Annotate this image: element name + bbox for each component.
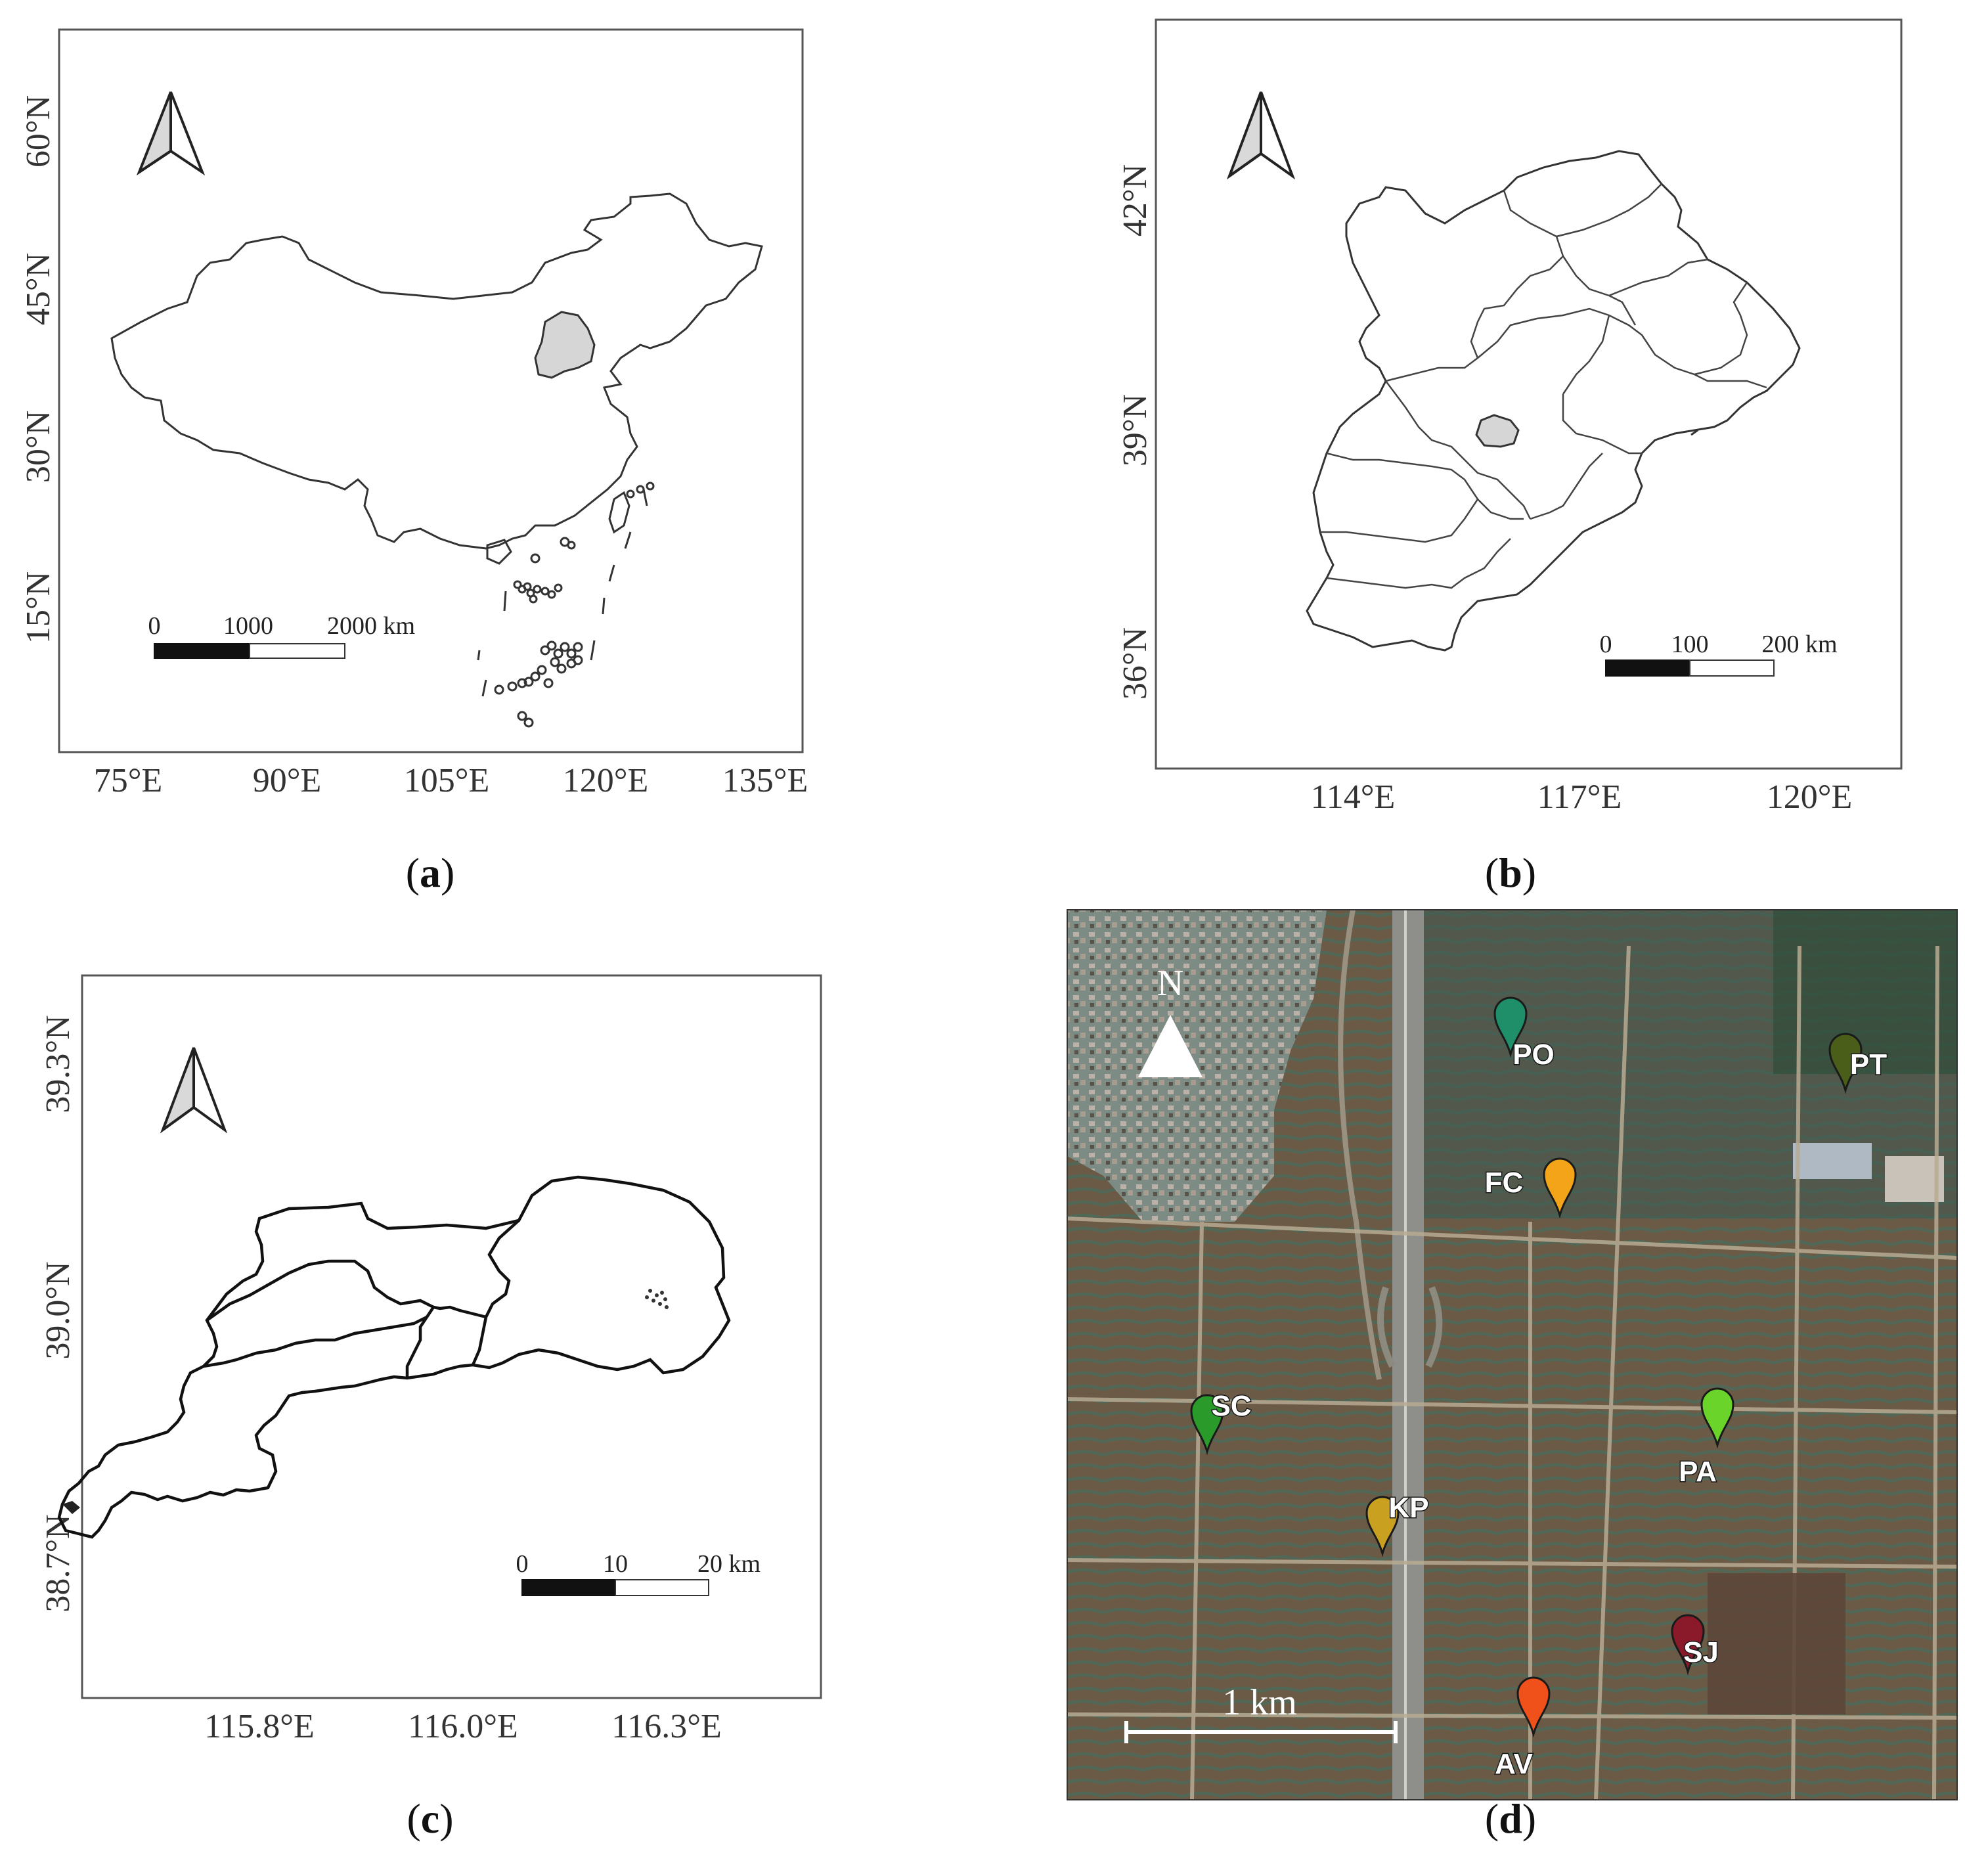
north-indicator: N [1138,963,1203,1077]
map-pin-icon [1493,996,1528,1058]
lat-tick: 38.7°N [39,1514,77,1612]
map-pin-icon [1516,1676,1551,1738]
hainan-outline [486,539,512,565]
lat-tick: 30°N [20,411,57,483]
panel-d: N 1 km PO PT FC SC PA KP SJ AV (d) [1067,909,1958,1842]
lat-tick: 39.3°N [39,1015,77,1113]
lon-tick: 116.0°E [408,1708,518,1745]
lat-tick: 42°N [1116,164,1154,236]
south-china-sea-islands [477,481,655,728]
panel-caption: (b) [1485,849,1536,896]
prefecture-boundaries [1320,183,1767,589]
panel-caption: (d) [1485,1795,1536,1842]
site-marker-sc: SC [1190,1389,1252,1456]
panel-a: 60°N 45°N 30°N 15°N 75°E 90°E 105°E 120°… [20,28,808,896]
panel-caption: (a) [406,849,455,896]
site-markers: PO PT FC SC PA KP SJ AV [1190,996,1888,1781]
scale-label: 1 km [1222,1682,1297,1723]
island-outline [1690,429,1698,436]
lat-tick: 60°N [20,95,57,168]
scale-bar: 1 km [1124,1682,1398,1743]
map-pin-icon [1828,1033,1863,1094]
lon-tick: 120°E [563,762,649,799]
lon-tick: 75°E [94,762,163,799]
north-label: N [1157,963,1183,1004]
country-outline [110,192,763,550]
lon-tick: 90°E [253,762,322,799]
scale-bar: 0 100 200 km [1600,631,1838,677]
hebei-highlight [534,311,596,379]
lat-tick: 15°N [20,571,57,644]
site-marker-av: AV [1494,1676,1551,1781]
north-arrow-icon [136,91,206,176]
north-arrow-icon [1138,1015,1203,1077]
satellite-frame [1067,909,1958,1800]
site-label: PT [1850,1048,1887,1081]
scale-label: 0 [148,612,161,640]
site-label: PA [1679,1456,1717,1488]
site-marker-kp: KP [1365,1491,1430,1557]
map-pin-icon [1365,1496,1400,1557]
north-arrow-icon [1226,91,1296,180]
map-frame [58,28,804,753]
scale-label: 2000 km [327,612,415,640]
county-enclave [62,1501,80,1514]
scale-label: 20 km [697,1550,761,1578]
map-pin-icon [1543,1157,1577,1219]
site-label: KP [1388,1492,1428,1524]
site-label: PO [1512,1038,1555,1071]
scale-label: 0 [516,1550,529,1578]
lon-tick: 114°E [1311,778,1396,816]
panel-caption: (c) [407,1795,453,1842]
lon-tick: 135°E [722,762,808,799]
scale-label: 10 [603,1550,628,1578]
map-pin-icon [1190,1394,1224,1456]
site-marker-po: PO [1493,996,1555,1072]
scale-label: 200 km [1761,631,1837,658]
lon-tick: 120°E [1767,778,1853,816]
site-label: SJ [1683,1636,1719,1668]
site-label: FC [1485,1167,1524,1199]
lon-tick: 115.8°E [204,1708,315,1745]
site-marker-pa: PA [1678,1387,1734,1489]
county-boundaries [57,1175,731,1539]
site-label: SC [1211,1390,1251,1422]
lon-tick: 117°E [1537,778,1622,816]
map-frame [1155,18,1903,770]
scale-bar: 0 1000 2000 km [148,612,415,659]
scale-label: 1000 [223,612,273,640]
panel-c: 39.3°N 39.0°N 38.7°N 115.8°E 116.0°E 116… [39,974,822,1842]
sample-site-dots [645,1289,669,1309]
study-county-highlight [1475,414,1520,448]
lat-tick: 45°N [20,253,57,325]
lat-tick: 39.0°N [39,1261,77,1359]
map-frame [81,974,822,1699]
scale-bar: 0 10 20 km [516,1550,761,1596]
site-label: AV [1495,1748,1534,1780]
lon-tick: 105°E [404,762,490,799]
lon-tick: 116.3°E [611,1708,722,1745]
site-marker-fc: FC [1484,1157,1577,1219]
province-outline [1306,150,1801,652]
north-arrow-icon [160,1047,228,1134]
map-pin-icon [1700,1387,1734,1449]
lat-tick: 39°N [1116,394,1154,466]
site-marker-sj: SJ [1671,1614,1719,1676]
map-pin-icon [1671,1614,1705,1676]
panel-b: 42°N 39°N 36°N 114°E 117°E 120°E [1116,18,1903,896]
scale-label: 100 [1671,631,1709,658]
scale-label: 0 [1600,631,1612,658]
satellite-image [1067,910,1957,1800]
taiwan-outline [608,491,630,534]
lat-tick: 36°N [1116,627,1154,700]
site-marker-pt: PT [1828,1033,1888,1094]
